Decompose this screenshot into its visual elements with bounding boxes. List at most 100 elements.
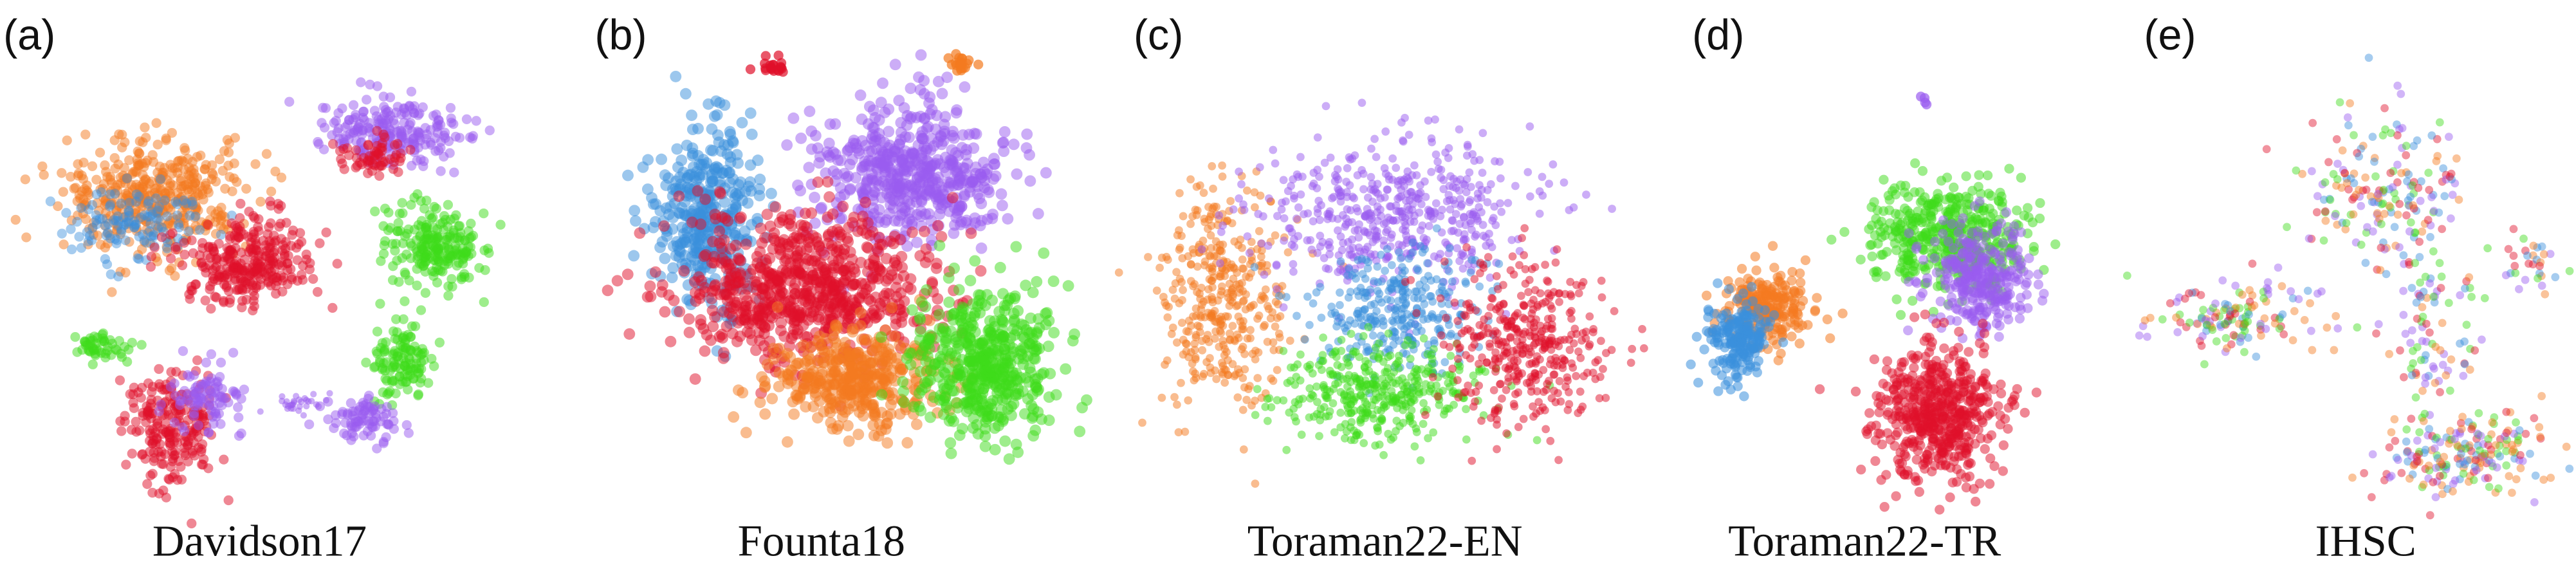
point — [1152, 286, 1161, 295]
point — [740, 238, 752, 250]
point — [883, 125, 895, 138]
point — [1171, 279, 1180, 288]
point — [998, 126, 1011, 138]
point — [154, 382, 165, 393]
point — [313, 136, 323, 147]
point — [883, 103, 895, 115]
point — [634, 227, 646, 239]
point — [212, 252, 222, 263]
point — [873, 204, 885, 216]
point — [1206, 354, 1214, 362]
point — [400, 269, 410, 280]
point — [348, 100, 359, 110]
point — [208, 243, 218, 254]
point — [146, 206, 156, 217]
point — [1033, 384, 1045, 396]
point — [1172, 268, 1181, 277]
point — [445, 103, 456, 113]
point — [168, 212, 178, 223]
point — [118, 171, 128, 181]
point — [124, 207, 134, 217]
point — [484, 248, 494, 258]
point — [821, 378, 833, 391]
point — [416, 305, 427, 315]
point — [131, 223, 142, 234]
point — [190, 221, 201, 231]
point — [124, 223, 134, 234]
point — [888, 230, 901, 243]
point — [931, 109, 943, 122]
point — [883, 191, 896, 203]
point — [1294, 203, 1303, 212]
point — [1260, 270, 1269, 279]
point — [833, 420, 845, 432]
point — [1240, 383, 1249, 392]
point — [134, 254, 144, 264]
point — [227, 186, 237, 197]
point — [1212, 375, 1221, 384]
point — [1011, 168, 1023, 180]
point — [934, 239, 946, 252]
point — [62, 135, 72, 145]
point — [867, 419, 879, 431]
point — [919, 208, 932, 220]
point — [713, 97, 726, 109]
point — [915, 49, 927, 61]
point — [860, 196, 872, 208]
point — [697, 169, 709, 181]
point — [229, 230, 240, 241]
point — [405, 145, 416, 155]
point — [754, 173, 766, 185]
point — [964, 275, 977, 286]
point — [896, 154, 908, 166]
point — [66, 215, 77, 226]
point — [1179, 286, 1187, 294]
point — [812, 142, 824, 154]
point — [96, 187, 107, 198]
point — [82, 227, 92, 237]
point — [308, 273, 318, 284]
point — [644, 280, 656, 292]
point — [136, 393, 147, 403]
point — [673, 190, 685, 202]
point — [127, 449, 137, 459]
point — [789, 259, 802, 271]
point — [895, 116, 907, 129]
point — [863, 258, 876, 270]
point — [786, 365, 798, 377]
point — [91, 174, 102, 185]
point — [467, 133, 477, 144]
point — [1225, 301, 1234, 310]
point — [113, 271, 124, 282]
point — [276, 172, 287, 183]
point — [692, 185, 704, 197]
point — [934, 158, 946, 170]
point — [894, 181, 906, 194]
point — [335, 145, 345, 156]
point — [391, 150, 401, 160]
point — [925, 411, 937, 423]
point — [1260, 294, 1269, 303]
point — [718, 139, 730, 151]
point — [127, 196, 138, 206]
point — [100, 243, 111, 253]
point — [87, 359, 98, 369]
point — [105, 199, 116, 210]
point — [431, 109, 441, 120]
point — [1191, 331, 1201, 340]
point — [878, 136, 890, 149]
point — [120, 219, 131, 230]
point — [1224, 312, 1232, 321]
point — [230, 133, 241, 143]
point — [84, 230, 95, 241]
point — [93, 230, 103, 241]
point — [754, 396, 766, 409]
point — [706, 285, 719, 297]
point — [802, 349, 814, 361]
point — [1031, 275, 1043, 288]
point — [143, 196, 154, 207]
point — [1062, 280, 1074, 292]
point — [401, 228, 412, 239]
point — [759, 232, 771, 244]
point — [1190, 280, 1199, 289]
